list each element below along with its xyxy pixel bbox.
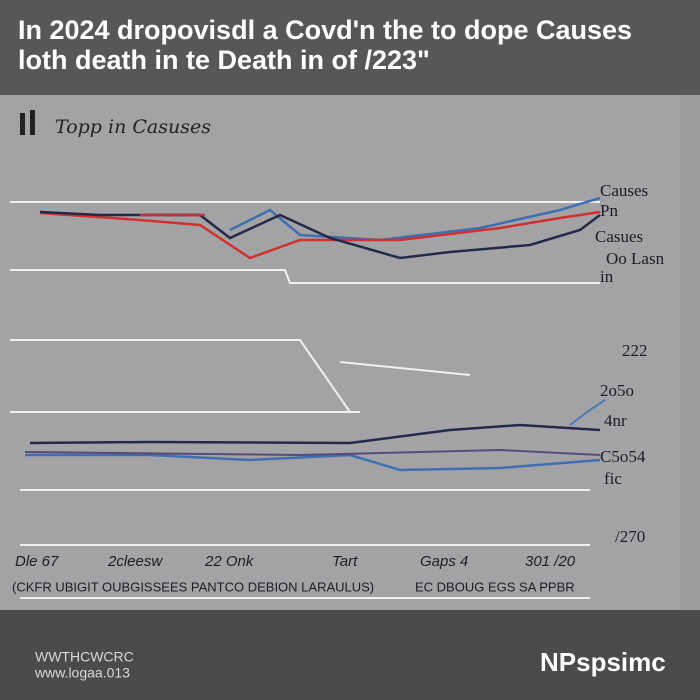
series-label: 4nr xyxy=(604,411,627,430)
guide-line xyxy=(339,361,471,376)
series-label: 2o5o xyxy=(600,381,634,400)
x-label: 22 Onk xyxy=(204,553,255,570)
upper-plot xyxy=(10,196,601,284)
x-label: 2cleesw xyxy=(107,553,163,570)
line xyxy=(39,210,601,260)
footnote: EC DBOUG EGS SA PPBR xyxy=(415,579,575,594)
footer xyxy=(0,610,700,700)
icon xyxy=(20,113,25,135)
source: WWTHCWCRC xyxy=(35,649,134,665)
title-line: loth death in te Death in of /223" xyxy=(18,45,430,75)
x-label: Dle 67 xyxy=(15,553,59,570)
panel-inner xyxy=(0,95,680,610)
guide-line xyxy=(10,269,600,284)
icon xyxy=(30,110,35,135)
series-label: fic xyxy=(604,469,622,488)
source: www.logaa.013 xyxy=(34,665,130,681)
title-line: In 2024 dropovisdl a Covd'n the to dope … xyxy=(18,15,632,45)
brand: NPspsimc xyxy=(540,647,666,677)
x-label: 301 /20 xyxy=(525,553,576,570)
line xyxy=(569,399,606,426)
series-label: /270 xyxy=(615,527,645,546)
series-label: C5o54 xyxy=(600,447,646,466)
line xyxy=(29,423,601,445)
panel-subtitle: Topp in Casuses xyxy=(55,116,211,138)
line xyxy=(25,453,601,472)
x-label: Tart xyxy=(332,553,358,570)
series-label: Pn xyxy=(600,201,618,220)
series-label: in xyxy=(600,267,614,286)
series-label: 222 xyxy=(622,341,648,360)
line xyxy=(24,448,601,457)
series-label: Causes xyxy=(600,181,648,200)
series-label: Oo Lasn xyxy=(606,249,665,268)
lower-plot xyxy=(10,339,606,599)
x-label: Gaps 4 xyxy=(420,553,468,570)
series-label: Casues xyxy=(595,227,643,246)
footnote: (CKFR UBIGIT OUBGISSEES PANTCO DEBION LA… xyxy=(12,579,374,594)
